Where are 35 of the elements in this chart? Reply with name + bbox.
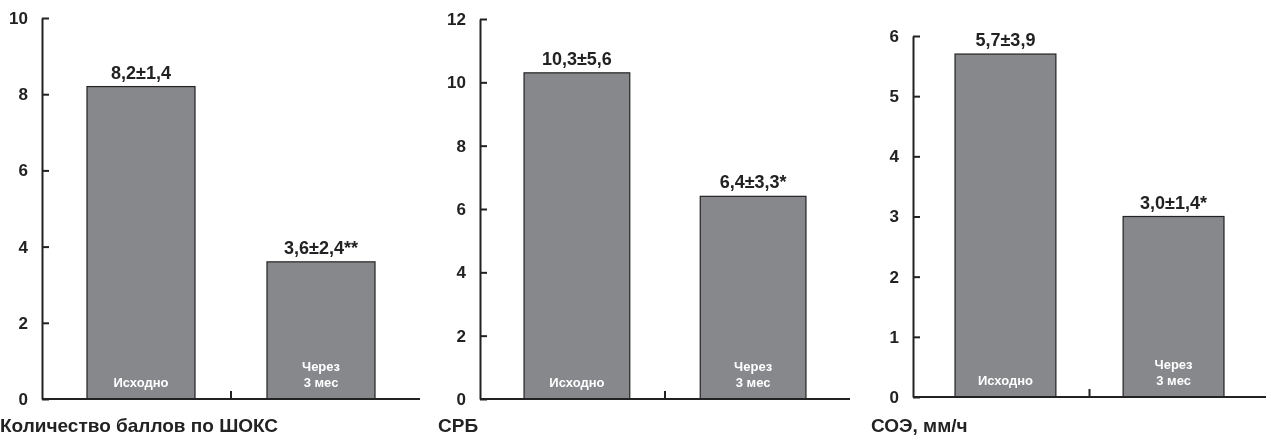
y-tick-label: 6 bbox=[18, 161, 28, 181]
y-tick-label: 10 bbox=[447, 73, 466, 93]
data-label: 3,0±1,4* bbox=[1140, 192, 1208, 213]
data-label: 8,2±1,4 bbox=[111, 62, 171, 83]
data-label: 6,4±3,3* bbox=[719, 172, 787, 193]
x-tick-label: Исходно bbox=[113, 375, 169, 390]
x-tick-label: Исходно bbox=[977, 373, 1034, 388]
y-tick-label: 2 bbox=[889, 267, 899, 287]
data-label: 5,7±3,9 bbox=[975, 30, 1036, 51]
y-tick-label: 0 bbox=[18, 389, 28, 409]
y-tick-label: 2 bbox=[456, 326, 466, 346]
y-tick-label: 4 bbox=[456, 263, 467, 283]
y-tick-label: 10 bbox=[9, 8, 28, 28]
x-axis-title: СОЭ, мм/ч bbox=[871, 415, 968, 436]
x-tick-label: Через 3 мес bbox=[1154, 357, 1194, 388]
y-tick-label: 6 bbox=[889, 26, 899, 46]
y-tick-label: 8 bbox=[456, 136, 466, 156]
y-tick-label: 0 bbox=[456, 389, 466, 409]
y-tick-label: 1 bbox=[889, 327, 899, 347]
y-tick-label: 0 bbox=[889, 387, 899, 407]
data-label: 10,3±5,6 bbox=[541, 48, 612, 69]
y-tick-label: 3 bbox=[889, 207, 899, 227]
x-tick-label: Через 3 мес bbox=[734, 359, 773, 390]
y-tick-label: 4 bbox=[889, 147, 900, 167]
x-axis-title: Количество баллов по ШОКС bbox=[0, 415, 279, 436]
y-tick-label: 12 bbox=[447, 9, 466, 29]
y-tick-label: 8 bbox=[18, 85, 28, 105]
x-axis-title: СРБ bbox=[438, 415, 479, 436]
y-tick-label: 6 bbox=[456, 199, 466, 219]
y-tick-label: 4 bbox=[18, 237, 29, 257]
x-tick-label: Исходно bbox=[549, 375, 605, 390]
y-tick-label: 5 bbox=[889, 87, 899, 107]
x-tick-label: Через 3 мес bbox=[302, 359, 341, 390]
y-tick-label: 2 bbox=[18, 313, 28, 333]
data-label: 3,6±2,4** bbox=[284, 237, 358, 258]
